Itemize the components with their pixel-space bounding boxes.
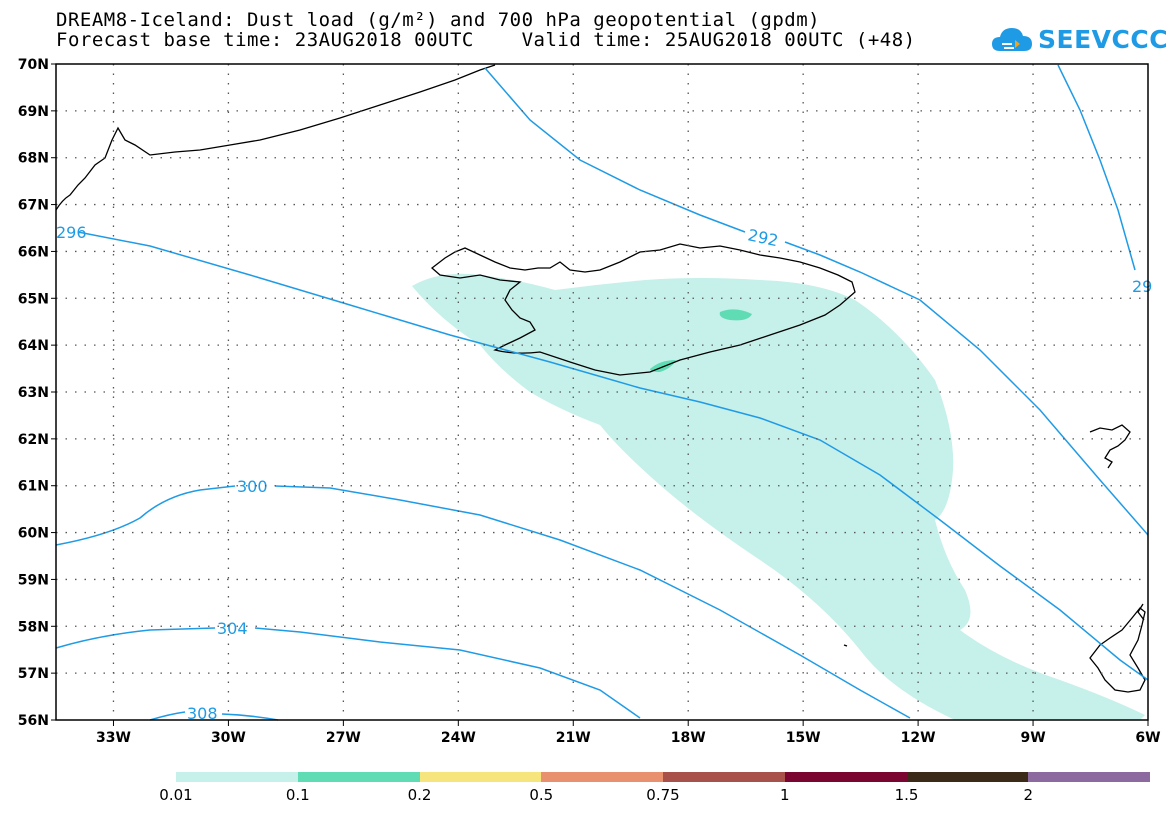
lat-tick-label: 58N [18,619,49,635]
coastlines [55,64,1146,693]
colorbar-swatch [541,772,663,782]
lat-tick-label: 61N [18,479,49,495]
lon-tick-label: 18W [671,730,706,746]
faroe-islands [1089,424,1131,469]
lat-tick-label: 70N [18,57,49,73]
logo-text: SEEVCCC [1038,24,1169,54]
lat-tick-label: 57N [18,666,49,682]
cloud-icon [992,28,1032,51]
colorbar-swatch [176,772,298,782]
colorbar-label: 0.01 [159,786,193,804]
contour-labels: 296 300 304 308 292 29 [56,223,1152,723]
colorbar-label: 1 [779,786,790,804]
dust-area-low [412,273,1145,720]
lon-tick-label: 33W [96,730,131,746]
contour-label-296: 296 [56,223,87,242]
colorbar-swatch [663,772,785,782]
lat-tick-label: 56N [18,713,49,729]
contour-label-29: 29 [1132,277,1152,296]
lat-tick-label: 67N [18,198,49,214]
colorbar-swatch [297,772,420,782]
lat-tick-label: 65N [18,291,49,307]
iceland-coast [430,243,856,376]
lat-tick-label: 62N [18,432,49,448]
contour-296 [77,231,1149,681]
greenland-coast [55,64,496,211]
map-title: DREAM8-Iceland: Dust load (g/m²) and 700… [56,9,821,31]
colorbar-swatch [784,772,907,782]
colorbar-swatch [419,772,542,782]
dust-area-mid-1 [719,309,752,321]
dust-load-colorbar [176,772,1150,782]
shetland-islands [1137,603,1145,621]
lat-tick-label: 69N [18,104,49,120]
colorbar-swatch [1028,772,1150,782]
map-frame [55,63,1149,721]
colorbar-label: 2 [1023,786,1034,804]
contour-label-304: 304 [217,619,248,638]
lon-tick-label: 6W [1135,730,1160,746]
lon-tick-label: 30W [211,730,246,746]
lon-tick-label: 27W [326,730,361,746]
colorbar-label: 0.2 [407,786,432,804]
axis-ticks: 33W 30W 27W 24W 21W 18W 15W 12W 9W 6W 56N 57N 58N 59N… [18,57,1161,746]
lon-tick-label: 24W [441,730,476,746]
lat-tick-label: 66N [18,244,49,260]
colorbar-label: 0.5 [529,786,554,804]
lon-tick-label: 21W [556,730,591,746]
geopotential-contours [55,64,1149,721]
map-subtitle: Forecast base time: 23AUG2018 00UTC Vali… [56,29,916,51]
contour-288 [1057,64,1136,271]
contour-label-292: 292 [746,225,780,250]
lat-tick-label: 68N [18,151,49,167]
contour-label-308: 308 [187,704,218,723]
lat-tick-label: 63N [18,385,49,401]
dust-load-field [412,273,1145,720]
contour-308 [149,711,279,721]
contour-304 [55,627,641,719]
rockall-islet [843,644,848,647]
lat-tick-label: 64N [18,338,49,354]
lon-tick-label: 9W [1020,730,1045,746]
colorbar-label: 1.5 [894,786,919,804]
contour-label-300: 300 [237,477,268,496]
colorbar-label: 0.75 [646,786,680,804]
lon-tick-label: 15W [786,730,821,746]
lat-tick-label: 60N [18,526,49,542]
lat-lon-grid [56,64,1148,720]
scotland-coast [1089,607,1146,693]
contour-300 [55,485,911,719]
lat-tick-label: 59N [18,572,49,588]
colorbar-label: 0.1 [285,786,310,804]
colorbar-swatch [906,772,1029,782]
lon-tick-label: 12W [901,730,936,746]
seevccc-logo: SEEVCCC [990,22,1168,56]
